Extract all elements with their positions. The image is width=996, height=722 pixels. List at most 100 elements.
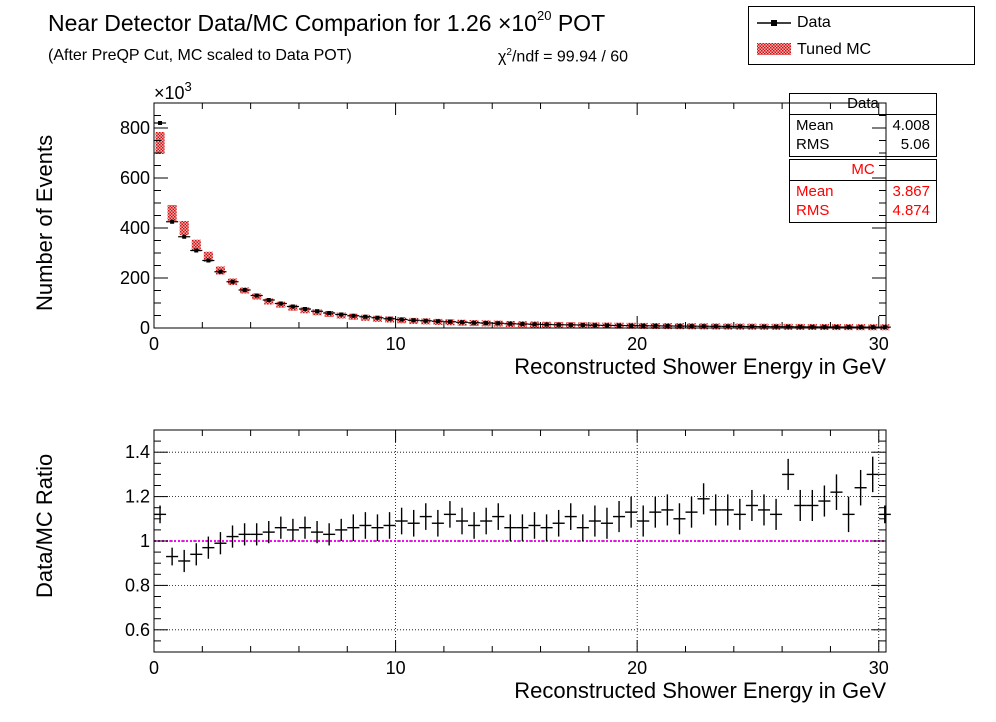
data-marker (472, 320, 477, 325)
x-tick-label: 30 (869, 658, 889, 678)
ratio-plot: 0 10 20 30 0.6 0.8 1 1.2 1.4 Reconstructed Shower… (32, 429, 891, 703)
data-marker (423, 318, 428, 323)
y-tick-label: 0.8 (125, 575, 150, 595)
data-marker (834, 324, 839, 329)
legend-data-label: Data (797, 14, 831, 31)
data-marker (520, 322, 525, 326)
stats-box-data: Data Mean 4.008 RMS 5.06 (789, 93, 937, 157)
data-marker (508, 321, 513, 326)
data-marker (846, 325, 851, 330)
data-marker (798, 324, 803, 329)
y-tick-label: 400 (120, 218, 150, 238)
legend-entry-data: Data (749, 11, 974, 35)
data-marker (822, 324, 827, 329)
legend: Data Tuned MC (748, 6, 975, 65)
y-tick-label: 0.6 (125, 620, 150, 640)
data-marker (182, 234, 187, 239)
x-tick-label: 0 (149, 334, 159, 354)
data-marker (665, 323, 670, 328)
x-tick-label: 10 (386, 658, 406, 678)
x-tick-label: 0 (149, 658, 159, 678)
data-marker (327, 311, 332, 315)
stats-data-mean-label: Mean (796, 117, 834, 134)
data-marker (810, 324, 815, 329)
y-multiplier: ×103 (154, 79, 192, 103)
stats-mc-mean-label: Mean (796, 183, 834, 200)
event-count-plot: 0 10 20 30 0 200 400 600 800×103 Reconstructed Sh… (32, 79, 891, 379)
x-tick-label: 30 (869, 334, 889, 354)
data-marker (435, 319, 440, 324)
data-marker (339, 312, 344, 317)
data-marker (556, 322, 561, 327)
data-marker (194, 248, 199, 253)
data-marker (158, 121, 163, 125)
data-marker (266, 298, 271, 302)
data-marker (786, 324, 791, 329)
data-marker (617, 323, 622, 328)
data-marker (677, 324, 682, 329)
data-marker (749, 324, 754, 329)
legend-data-marker (757, 20, 791, 26)
stats-mc-mean: 3.867 (892, 183, 930, 200)
stats-data-mean: 4.008 (892, 117, 930, 134)
y-tick-label: 200 (120, 268, 150, 288)
data-marker (882, 325, 887, 330)
data-marker (315, 309, 320, 314)
data-marker (363, 314, 368, 319)
data-marker (375, 315, 380, 320)
data-marker (641, 323, 646, 328)
data-marker (653, 323, 658, 328)
x-tick-label: 20 (627, 334, 647, 354)
data-marker (460, 320, 465, 325)
y-tick-label: 600 (120, 168, 150, 188)
data-marker (351, 313, 356, 318)
data-marker (484, 321, 489, 325)
y-axis-title: Data/MC Ratio (32, 454, 57, 598)
stats-mc-title: MC (790, 160, 936, 181)
chi2-label: χ2/ndf = 99.94 / 60 (498, 47, 629, 66)
data-marker (254, 293, 259, 298)
data-marker (858, 325, 863, 330)
mc-band (155, 132, 165, 154)
y-tick-label: 0 (140, 318, 150, 338)
data-marker (762, 324, 766, 329)
data-marker (302, 307, 307, 311)
data-marker (592, 323, 597, 328)
data-marker (713, 324, 718, 329)
plot-frame (153, 102, 887, 329)
data-marker (725, 324, 730, 329)
mc-band (203, 251, 213, 262)
data-marker (689, 324, 694, 329)
stats-data-rms-label: RMS (796, 136, 830, 153)
y-tick-label: 1 (140, 531, 150, 551)
data-marker (230, 279, 235, 284)
data-marker (387, 316, 392, 321)
legend-mc-marker (757, 43, 791, 55)
data-marker (701, 324, 706, 329)
x-axis-title: Reconstructed Shower Energy in GeV (514, 354, 886, 379)
data-marker (411, 318, 416, 323)
data-marker (447, 319, 452, 324)
data-marker (604, 323, 609, 328)
data-marker (399, 317, 404, 322)
data-marker (629, 323, 634, 328)
mc-band (191, 239, 201, 252)
data-marker (870, 325, 875, 330)
data-marker (206, 258, 211, 263)
data-marker (774, 324, 779, 329)
stats-mc-rms-label: RMS (796, 202, 830, 219)
y-tick-label: 1.2 (125, 487, 150, 507)
y-tick-label: 1.4 (125, 442, 150, 462)
x-tick-label: 20 (627, 658, 647, 678)
data-marker (568, 322, 573, 327)
y-axis-title: Number of Events (32, 135, 57, 311)
data-marker (242, 288, 247, 292)
data-marker (290, 304, 295, 309)
data-marker (170, 219, 175, 224)
data-marker (737, 324, 742, 329)
data-marker (278, 301, 283, 306)
data-marker (580, 323, 585, 327)
x-tick-label: 10 (386, 334, 406, 354)
data-marker (532, 322, 537, 327)
